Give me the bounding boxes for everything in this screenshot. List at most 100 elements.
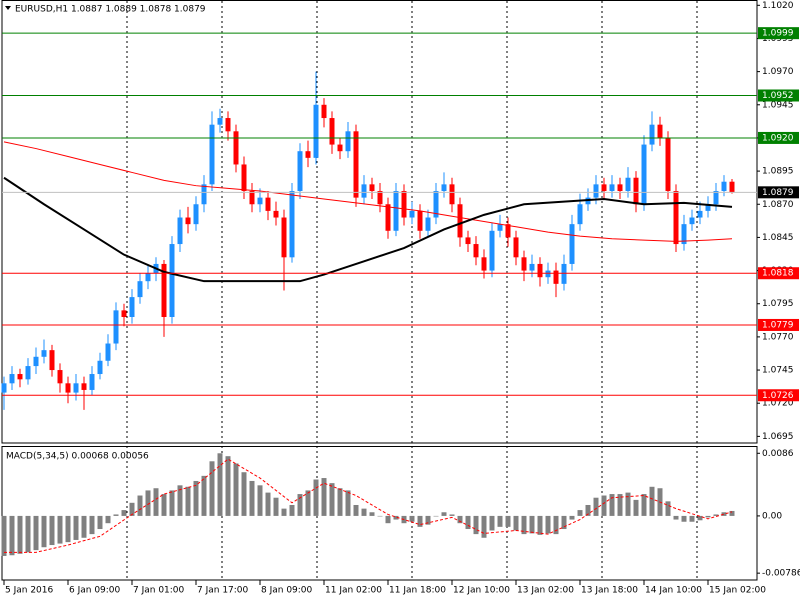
macd-bar: [705, 515, 711, 518]
macd-bar: [577, 510, 583, 516]
candle-body: [433, 190, 439, 218]
macd-bar: [17, 515, 23, 554]
macd-panel: [1, 446, 758, 581]
price-panel: [1, 0, 758, 444]
moving-average: [3, 141, 733, 242]
macd-bar: [137, 495, 143, 516]
candle-body: [297, 151, 303, 191]
macd-bar: [129, 502, 135, 516]
macd-bar: [353, 504, 359, 516]
level-label-box: [758, 389, 799, 402]
macd-bar: [521, 515, 527, 535]
chart-title: EURUSD,H1 1.0887 1.0889 1.0878 1.0879: [15, 5, 206, 15]
macd-bar: [297, 494, 303, 516]
x-tick-label: 13 Jan 02:00: [517, 586, 574, 596]
candle-body: [521, 257, 527, 271]
macd-bar: [273, 497, 279, 516]
macd-bar: [9, 515, 15, 556]
candle-body: [121, 310, 127, 317]
candle-body: [225, 118, 231, 132]
macd-bar: [185, 486, 191, 516]
candle-body: [705, 204, 711, 211]
candle-body: [281, 217, 287, 258]
level-label-box: [758, 267, 799, 280]
macd-bar: [337, 488, 343, 516]
y-tick-label: 1.0970: [762, 67, 794, 77]
candle-body: [361, 184, 367, 198]
y-tick-label: 1.0845: [762, 233, 794, 243]
macd-bar: [25, 515, 31, 553]
macd-bar: [617, 494, 623, 516]
x-tick-label: 15 Jan 02:00: [709, 586, 766, 596]
level-label: 1.0920: [762, 133, 794, 143]
day-separators: [126, 1, 698, 580]
macd-bar: [593, 497, 599, 516]
macd-bar: [417, 515, 423, 527]
candle-body: [345, 131, 351, 152]
macd-bar: [665, 501, 671, 516]
last-price-label: 1.0879: [762, 188, 794, 198]
moving-average: [3, 176, 733, 283]
candle-body: [457, 204, 463, 238]
candle-body: [489, 230, 495, 271]
candle-body: [177, 217, 183, 245]
y-tick-label: 1.0870: [762, 200, 794, 210]
candle-body: [553, 270, 559, 284]
macd-title: MACD(5,34,5) 0.00068 0.00056: [6, 452, 149, 462]
candle-body: [441, 184, 447, 191]
candle-body: [377, 190, 383, 205]
macd-bar: [489, 515, 495, 531]
macd-bar: [681, 515, 687, 522]
macd-bar: [281, 508, 287, 516]
candle-body: [729, 181, 735, 193]
x-tick-label: 7 Jan 01:00: [133, 586, 185, 596]
candle-body: [33, 356, 39, 367]
macd-bar: [721, 512, 727, 516]
candle-body: [625, 177, 631, 191]
macd-bar: [241, 472, 247, 516]
candle-body: [697, 210, 703, 218]
candle-body: [449, 184, 455, 205]
level-label-box: [758, 89, 799, 102]
macd-bar: [369, 512, 375, 516]
candle-body: [505, 224, 511, 238]
candle-body: [569, 224, 575, 264]
macd-bar: [649, 486, 655, 516]
macd-bar: [177, 485, 183, 516]
candle-body: [289, 190, 295, 258]
candle-body: [89, 374, 95, 390]
y-tick-label: 1.0795: [762, 299, 794, 309]
macd-bar: [673, 515, 679, 520]
macd-bar: [585, 504, 591, 516]
macd-bar: [441, 512, 447, 516]
macd-bar: [601, 495, 607, 516]
level-label: 1.0999: [762, 29, 794, 39]
macd-bar: [345, 490, 351, 516]
x-tick-label: 8 Jan 09:00: [261, 586, 313, 596]
candle-body: [417, 210, 423, 231]
macd-bar: [113, 514, 119, 516]
macd-bar: [57, 515, 63, 544]
candle-body: [601, 184, 607, 191]
candle-body: [545, 270, 551, 278]
macd-bar: [449, 514, 455, 516]
macd-bar: [409, 515, 415, 522]
macd-bar: [457, 515, 463, 524]
candle-body: [257, 197, 263, 205]
candle-body: [49, 350, 55, 371]
candle-body: [241, 164, 247, 191]
level-label-box: [758, 27, 799, 40]
candle-body: [409, 210, 415, 218]
x-tick-label: 11 Jan 18:00: [389, 586, 446, 596]
candle-body: [673, 190, 679, 245]
candle-body: [721, 181, 727, 191]
menu-icon[interactable]: [5, 6, 11, 10]
candle-body: [473, 244, 479, 258]
candle-body: [201, 184, 207, 205]
candle-body: [657, 124, 663, 138]
macd-bar: [529, 515, 535, 534]
macd-bar: [321, 478, 327, 516]
candle-body: [337, 144, 343, 152]
candle-body: [689, 217, 695, 225]
macd-bar: [33, 515, 39, 551]
